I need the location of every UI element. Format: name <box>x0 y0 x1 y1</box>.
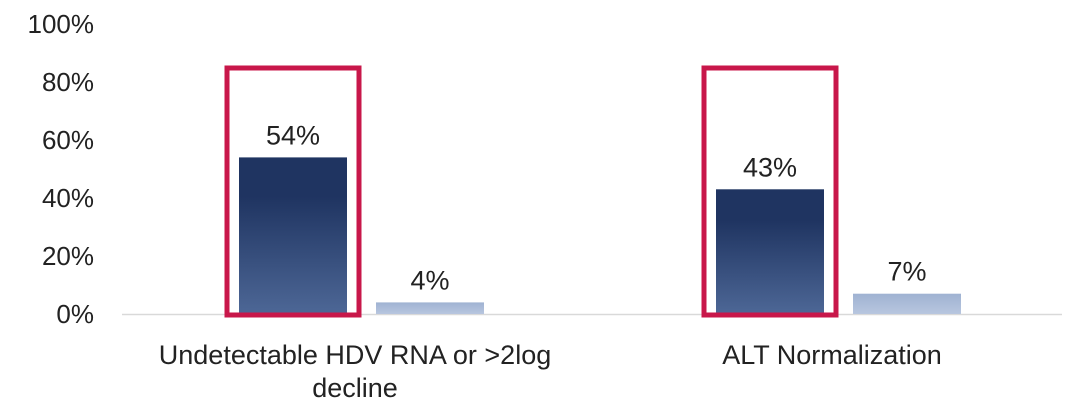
data-label: 43% <box>743 152 797 182</box>
bar-series1-cat2 <box>716 189 824 314</box>
data-label: 54% <box>266 120 320 150</box>
bars <box>239 157 961 314</box>
x-tick-label: Undetectable HDV RNA or >2log <box>159 340 551 370</box>
x-tick-label: decline <box>312 373 398 402</box>
data-label: 7% <box>887 257 926 287</box>
data-label: 4% <box>410 265 449 295</box>
y-tick-label: 80% <box>42 67 94 97</box>
y-axis: 0% 20% 40% 60% 80% 100% <box>28 9 95 329</box>
x-tick-label: ALT Normalization <box>722 340 942 370</box>
y-tick-label: 100% <box>28 9 95 39</box>
highlight-box <box>224 65 362 318</box>
highlight-box <box>701 65 839 318</box>
data-labels: 54% 43% 4% 7% <box>266 120 927 295</box>
y-tick-label: 60% <box>42 125 94 155</box>
x-axis-labels: Undetectable HDV RNA or >2log decline ALT … <box>159 340 942 402</box>
bar-series2-cat1 <box>376 302 484 314</box>
bar-series2-cat2 <box>853 293 961 314</box>
y-tick-label: 20% <box>42 241 94 271</box>
bar-series1-cat1 <box>239 157 347 314</box>
highlight-boxes <box>224 65 839 318</box>
y-tick-label: 40% <box>42 183 94 213</box>
y-tick-label: 0% <box>56 299 94 329</box>
